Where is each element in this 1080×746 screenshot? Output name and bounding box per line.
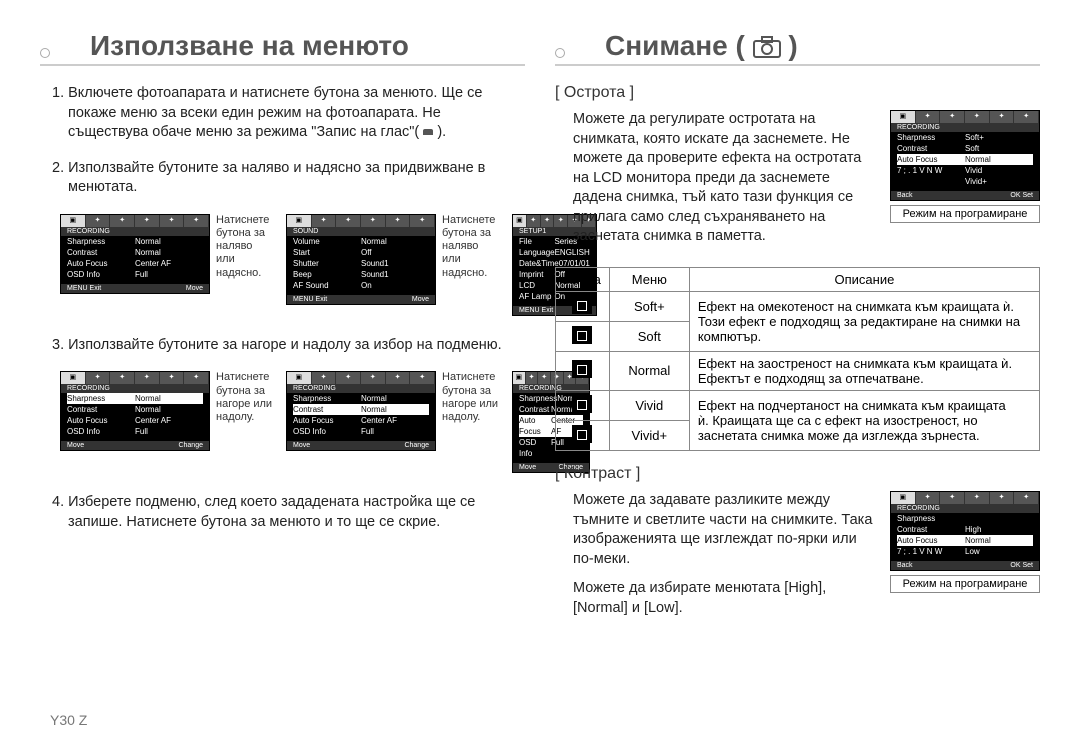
- contrast-screen-caption: Режим на програмиране: [890, 575, 1040, 593]
- sharpness-table: Икона Меню Описание Soft+ Ефект на омеко…: [555, 267, 1040, 451]
- icon-cell: [556, 351, 610, 390]
- th-desc: Описание: [689, 267, 1039, 291]
- left-header: Използване на менюто: [40, 30, 525, 66]
- contrast-label: [ Контраст ]: [555, 465, 1040, 483]
- sharpness-screen-caption: Режим на програмиране: [890, 205, 1040, 223]
- desc-line: Този ефект е подходящ за редактиране на …: [698, 314, 1020, 344]
- left-title: Използване на менюто: [40, 30, 525, 62]
- voice-record-icon: [423, 129, 433, 135]
- step3-screens: ▣✦✦✦✦✦RECORDINGSharpnessNormalContrastNo…: [60, 371, 525, 473]
- right-header: Снимане ( ): [555, 30, 1040, 66]
- screen-group-1: ▣✦✦✦✦✦RECORDINGSharpnessNormalContrastNo…: [60, 214, 274, 294]
- step1-tail: ).: [437, 124, 446, 140]
- step-1: 1. Включете фотоапарата и натиснете буто…: [40, 84, 525, 143]
- step-4: 4. Изберете подменю, след което зададена…: [40, 493, 525, 532]
- header-dot-icon: [40, 48, 50, 58]
- desc-cell: Ефект на подчертаност на снимката към кр…: [689, 390, 1039, 450]
- caption-lr-2: Натиснете бутона за наляво или надясно.: [442, 214, 500, 280]
- menu-cell: Vivid+: [609, 420, 689, 450]
- screen-recording: ▣✦✦✦✦✦RECORDINGSharpnessNormalContrastNo…: [60, 214, 210, 294]
- icon-cell: [556, 420, 610, 450]
- desc-line: Ефект на омекотеност на снимката към кра…: [698, 299, 1014, 314]
- menu-cell: Vivid: [609, 390, 689, 420]
- sharpness-icon: [572, 296, 592, 314]
- right-title: Снимане ( ): [555, 30, 1040, 62]
- contrast-screen-block: ▣✦✦✦✦✦RECORDINGSharpnessContrastHighAuto…: [890, 491, 1040, 593]
- sharpness-icon: [572, 425, 592, 443]
- right-title-text: Снимане (: [605, 30, 753, 61]
- desc-line: ѝ. Краищата ще са с ефект на изостреност…: [698, 413, 980, 443]
- sharpness-icon: [572, 326, 592, 344]
- right-title-tail: ): [788, 30, 797, 61]
- table-row: Soft+ Ефект на омекотеност на снимката к…: [556, 291, 1040, 321]
- contrast-screen: ▣✦✦✦✦✦RECORDINGSharpnessContrastHighAuto…: [890, 491, 1040, 571]
- screen-sound: ▣✦✦✦✦✦SOUNDVolumeNormalStartOffShutterSo…: [286, 214, 436, 305]
- page-number: Y30 Z: [50, 712, 87, 728]
- screen-sel-2: ▣✦✦✦✦✦RECORDINGSharpnessNormalContrastNo…: [286, 371, 436, 451]
- screen-group-2: ▣✦✦✦✦✦SOUNDVolumeNormalStartOffShutterSo…: [286, 214, 500, 305]
- table-header-row: Икона Меню Описание: [556, 267, 1040, 291]
- sharpness-icon: [572, 395, 592, 413]
- step2-screens: ▣✦✦✦✦✦RECORDINGSharpnessNormalContrastNo…: [60, 214, 525, 316]
- header-dot-icon-r: [555, 48, 565, 58]
- step-3: 3. Използвайте бутоните за нагоре и надо…: [40, 336, 525, 356]
- camera-icon: [753, 36, 781, 58]
- caption-ud-2: Натиснете бутона за нагоре или надолу.: [442, 371, 500, 424]
- menu-cell: Soft+: [609, 291, 689, 321]
- th-icon: Икона: [556, 267, 610, 291]
- table-row: Vivid Ефект на подчертаност на снимката …: [556, 390, 1040, 420]
- desc-line: Ефект на подчертаност на снимката към кр…: [698, 398, 1006, 413]
- step1-text: 1. Включете фотоапарата и натиснете буто…: [52, 85, 482, 140]
- menu-cell: Normal: [609, 351, 689, 390]
- caption-lr-1: Натиснете бутона за наляво или надясно.: [216, 214, 274, 280]
- right-column: Снимане ( ) [ Острота ] ▣✦✦✦✦✦RECORDINGS…: [555, 30, 1040, 628]
- screen-group-4: ▣✦✦✦✦✦RECORDINGSharpnessNormalContrastNo…: [286, 371, 500, 451]
- table-row: Normal Ефект на заостреност на снимката …: [556, 351, 1040, 390]
- caption-ud-1: Натиснете бутона за нагоре или надолу.: [216, 371, 274, 424]
- icon-cell: [556, 390, 610, 420]
- sharpness-screen: ▣✦✦✦✦✦RECORDINGSharpnessSoft+ContrastSof…: [890, 110, 1040, 201]
- screen-sel-1: ▣✦✦✦✦✦RECORDINGSharpnessNormalContrastNo…: [60, 371, 210, 451]
- screen-group-3: ▣✦✦✦✦✦RECORDINGSharpnessNormalContrastNo…: [60, 371, 274, 451]
- step-2: 2. Използвайте бутоните за наляво и надя…: [40, 159, 525, 198]
- menu-cell: Soft: [609, 321, 689, 351]
- icon-cell: [556, 291, 610, 321]
- th-menu: Меню: [609, 267, 689, 291]
- desc-cell: Ефект на заостреност на снимката към кра…: [689, 351, 1039, 390]
- desc-cell: Ефект на омекотеност на снимката към кра…: [689, 291, 1039, 351]
- sharpness-screen-block: ▣✦✦✦✦✦RECORDINGSharpnessSoft+ContrastSof…: [890, 110, 1040, 223]
- sharpness-label: [ Острота ]: [555, 84, 1040, 102]
- left-column: Използване на менюто 1. Включете фотоапа…: [40, 30, 525, 628]
- sharpness-icon: [572, 360, 592, 378]
- icon-cell: [556, 321, 610, 351]
